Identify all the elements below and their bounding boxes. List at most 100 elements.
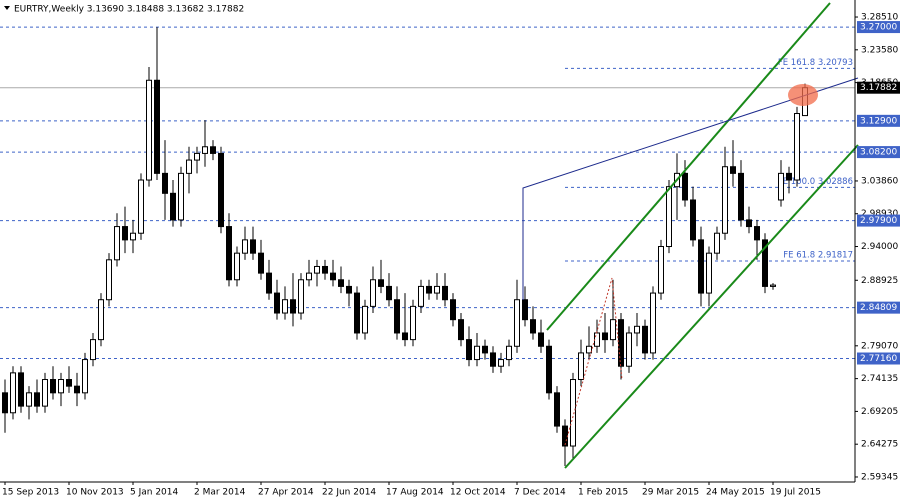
- candle-body: [98, 299, 104, 341]
- candle-body: [594, 332, 600, 347]
- fib-label: FE 161.8 3.20793: [778, 58, 853, 68]
- candle-body: [538, 332, 544, 347]
- candle-body: [746, 219, 752, 228]
- candle-body: [562, 425, 568, 447]
- candle-body: [778, 172, 784, 201]
- level-label: 2.77160: [860, 354, 897, 364]
- candle-body: [210, 146, 216, 154]
- candle-body: [586, 345, 592, 354]
- candle-body: [442, 285, 448, 301]
- level-label: 2.84809: [860, 303, 897, 313]
- candle-body: [690, 199, 696, 241]
- candle-body: [42, 379, 48, 407]
- x-tick-label: 5 Jan 2014: [130, 488, 178, 498]
- candle-body: [410, 305, 416, 341]
- level-label: 3.27000: [860, 23, 897, 33]
- candle-body: [314, 265, 320, 274]
- candle-body: [666, 186, 672, 248]
- candle-body: [378, 279, 384, 287]
- candle-body: [418, 285, 424, 307]
- candle-body: [522, 299, 528, 321]
- candle-body: [578, 352, 584, 381]
- candle-body: [234, 252, 240, 281]
- candle-body: [50, 379, 56, 394]
- x-tick-label: 24 May 2015: [706, 488, 765, 498]
- candle-body: [602, 332, 608, 341]
- plot: [2, 27, 808, 466]
- candle-body: [178, 172, 184, 221]
- candle-body: [58, 379, 64, 394]
- candle-body: [34, 392, 40, 407]
- level-label-box: [857, 301, 900, 314]
- fib-label: FE 100.0 3.02886: [778, 177, 853, 187]
- candle-body: [514, 299, 520, 347]
- level-label: 3.08200: [860, 148, 897, 158]
- candle-body: [194, 152, 200, 161]
- candle-body: [130, 232, 136, 241]
- fib-label: FE 61.8 2.91817: [783, 251, 853, 261]
- candle-body: [242, 239, 248, 254]
- candle-body: [722, 166, 728, 234]
- candle-body: [146, 79, 152, 181]
- candle-body: [154, 79, 160, 174]
- level-label-box: [857, 214, 900, 227]
- candle-body: [282, 299, 288, 314]
- candle-body: [10, 372, 16, 414]
- candle-body: [170, 192, 176, 221]
- candle-body: [338, 279, 344, 287]
- candle-body: [354, 292, 360, 334]
- candle-body: [274, 292, 280, 314]
- candle-body: [434, 285, 440, 294]
- candle-body: [2, 392, 8, 414]
- x-tick-label: 1 Feb 2015: [578, 488, 628, 498]
- x-tick-label: 10 Nov 2013: [66, 488, 124, 498]
- candle-body: [250, 239, 256, 254]
- level-label: 2.97900: [860, 216, 897, 226]
- plot-under: FE 161.8 3.20793 FE 100.0 3.02886 FE 61.8 …: [0, 26, 855, 360]
- candle-body: [26, 392, 32, 407]
- y-tick-label: 2.98930: [861, 209, 898, 219]
- current-price-label: 3.17882: [860, 83, 897, 93]
- candle-body: [218, 152, 224, 228]
- candle-body: [362, 305, 368, 334]
- current-price-box: [857, 81, 900, 94]
- candle-body: [570, 379, 576, 447]
- y-tick-label: 2.79070: [861, 341, 898, 351]
- candle-body: [730, 166, 736, 174]
- channel-line: [564, 144, 859, 469]
- x-tick-label: 22 Jun 2014: [322, 488, 376, 498]
- highlight-ellipse: [788, 84, 818, 106]
- x-tick-label: 12 Oct 2014: [450, 488, 506, 498]
- candle-body: [82, 359, 88, 394]
- x-tick-label: 2 Mar 2014: [194, 488, 246, 498]
- y-tick-label: 3.28510: [861, 13, 898, 23]
- chart-title: EURTRY,Weekly 3.13690 3.18488 3.13682 3.…: [14, 5, 244, 15]
- candle-body: [306, 272, 312, 281]
- candle-body: [786, 172, 792, 181]
- candle-body: [738, 172, 744, 221]
- drawings: [522, 2, 859, 469]
- candle-body: [458, 319, 464, 341]
- candle-body: [74, 385, 80, 394]
- candle-body: [706, 252, 712, 294]
- candle-body: [322, 265, 328, 274]
- level-label: 3.12900: [860, 116, 897, 126]
- candle-body: [138, 179, 144, 234]
- y-tick-label: 2.64275: [861, 440, 898, 450]
- y-tick-label: 2.59345: [861, 472, 898, 482]
- y-tick-label: 2.94000: [861, 242, 898, 252]
- y-tick-label: 3.03860: [861, 176, 898, 186]
- candle-body: [698, 239, 704, 294]
- level-label-box: [857, 146, 900, 159]
- x-tick-label: 27 Apr 2014: [258, 488, 314, 498]
- candle-body: [426, 285, 432, 294]
- candle-body: [482, 345, 488, 354]
- candle-body: [634, 325, 640, 334]
- candle-body: [762, 239, 768, 287]
- candle-body: [506, 345, 512, 361]
- candle-body: [298, 279, 304, 314]
- y-tick-label: 2.88925: [861, 276, 898, 286]
- candle-body: [474, 345, 480, 361]
